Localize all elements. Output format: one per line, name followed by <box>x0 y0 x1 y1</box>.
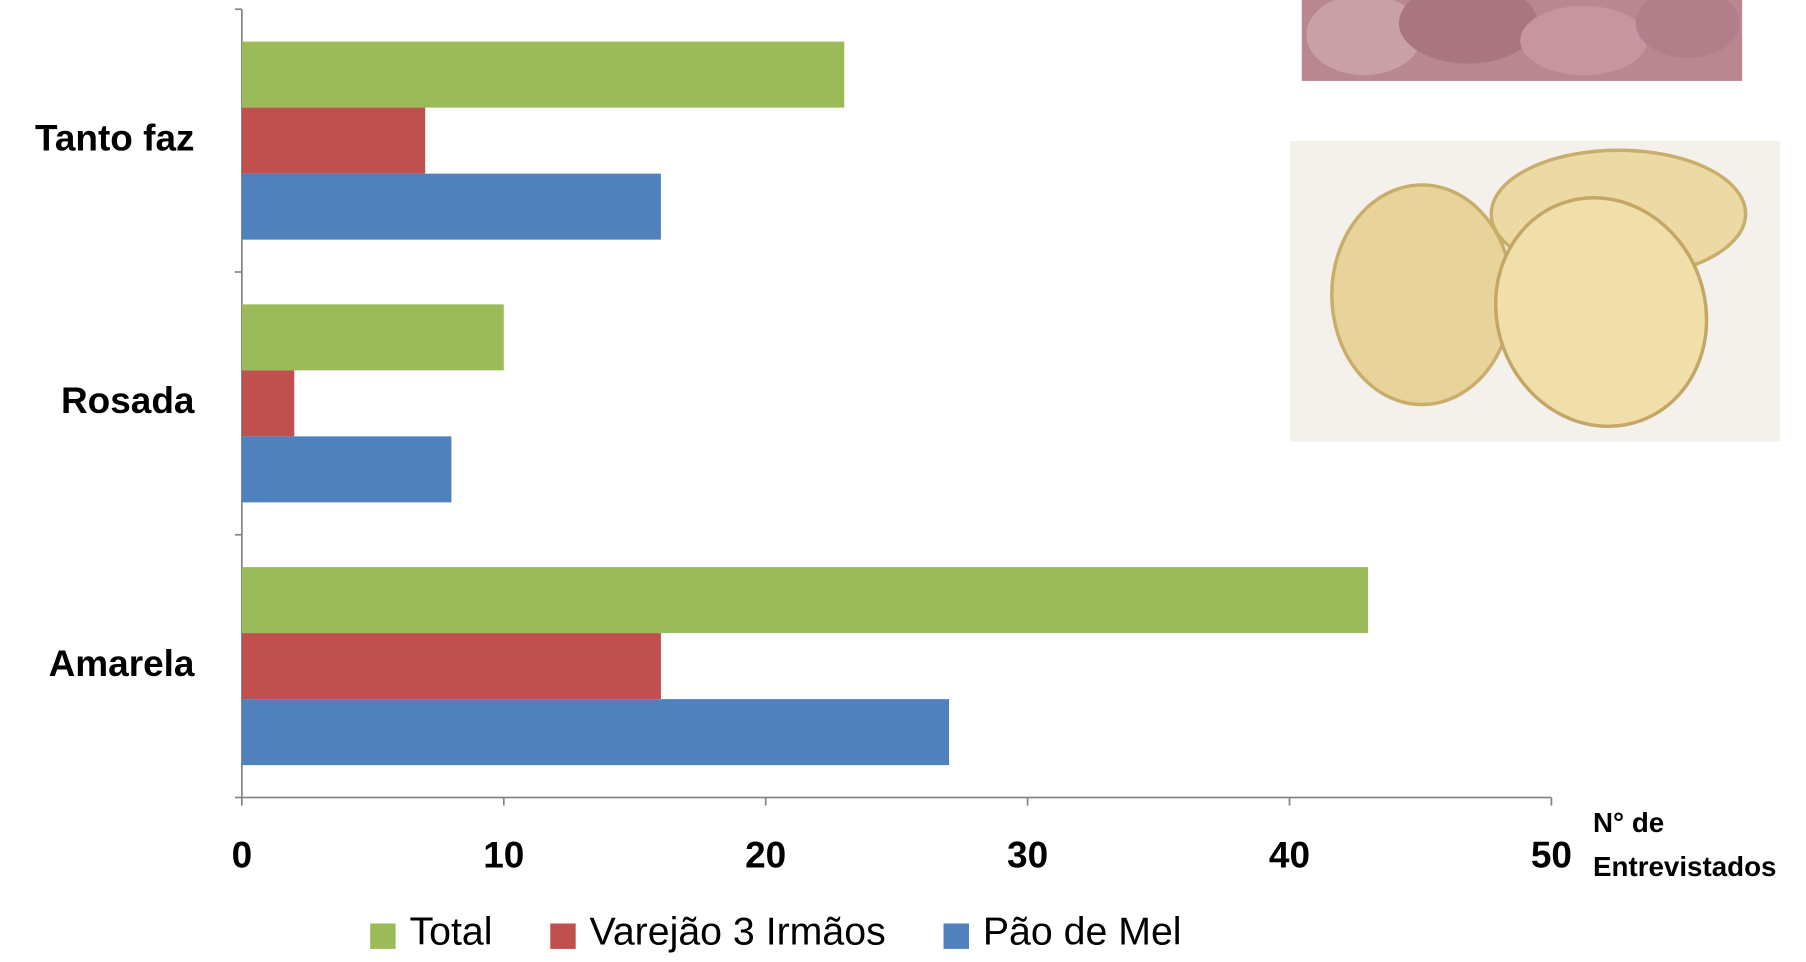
legend-swatch <box>370 923 396 949</box>
bar <box>241 41 845 108</box>
bar <box>241 567 1369 634</box>
bar <box>241 304 504 371</box>
x-tick-label: 10 <box>483 834 524 875</box>
bar <box>241 173 661 240</box>
y-tick-label: Rosada <box>61 380 195 421</box>
bar <box>241 699 950 766</box>
x-axis-label: N° de Entrevistados <box>1593 807 1777 884</box>
x-tick-label: 50 <box>1531 834 1572 875</box>
photo-pink-potatoes <box>1301 0 1743 81</box>
photo-yellow-potatoes <box>1290 141 1781 442</box>
y-tick-label: Amarela <box>49 643 195 684</box>
y-tick-label: Tanto faz <box>35 117 195 158</box>
legend-label: Varejão 3 Irmãos <box>590 909 886 953</box>
bar <box>241 370 295 437</box>
legend-swatch <box>550 923 576 949</box>
x-tick-label: 20 <box>745 834 786 875</box>
x-tick-label: 40 <box>1269 834 1310 875</box>
legend-label: Total <box>409 909 492 953</box>
legend-swatch <box>943 923 969 949</box>
bar <box>241 436 452 503</box>
legend-label: Pão de Mel <box>983 909 1182 953</box>
bar <box>241 107 426 174</box>
x-tick-label: 0 <box>232 834 253 875</box>
x-axis-label-box: N° de Entrevistados <box>1593 807 1777 884</box>
x-tick-label: 30 <box>1007 834 1048 875</box>
bar <box>241 633 661 700</box>
